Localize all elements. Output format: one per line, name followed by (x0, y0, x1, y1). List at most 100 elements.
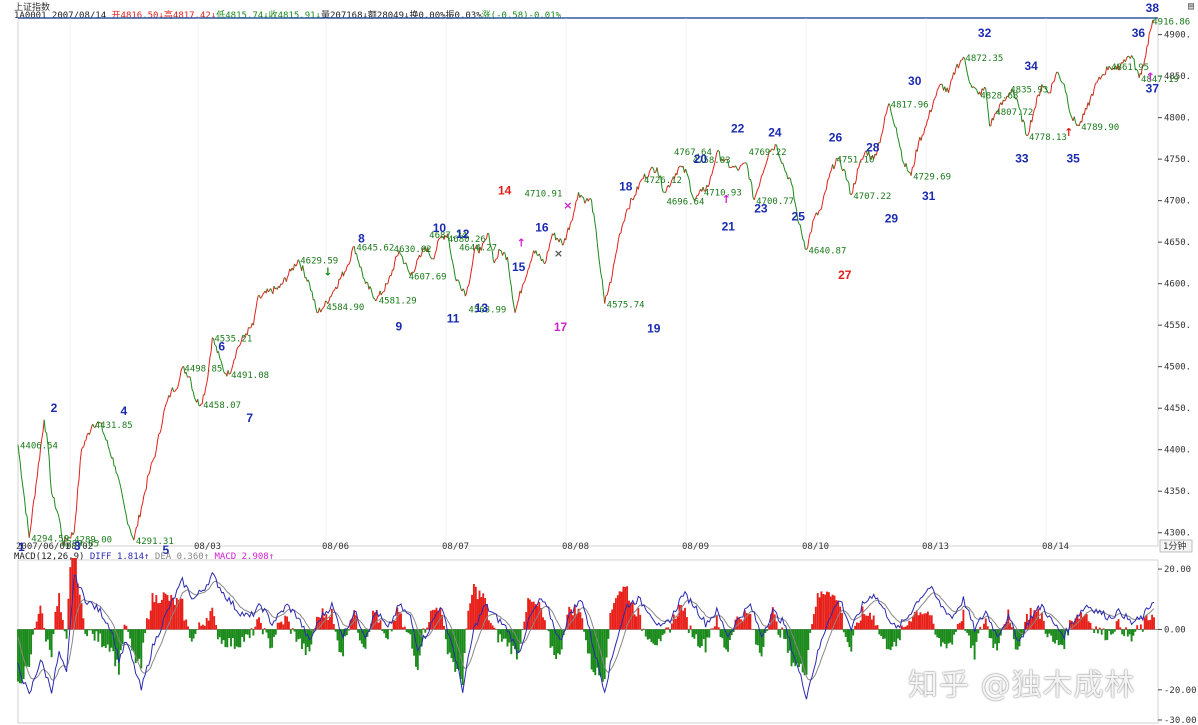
price-segment (358, 262, 361, 268)
price-annotation: 4916.86 (1152, 17, 1190, 27)
price-segment (591, 200, 594, 213)
price-segment (348, 259, 352, 265)
price-segment (980, 88, 983, 96)
price-segment (838, 157, 841, 160)
period-button[interactable] (1159, 539, 1193, 553)
price-segment (823, 191, 826, 196)
price-segment (72, 532, 75, 536)
price-segment (298, 261, 301, 267)
price-segment (25, 513, 28, 517)
price-segment (836, 157, 838, 160)
price-segment (176, 383, 180, 389)
price-segment (723, 158, 726, 162)
macd-y-tick-label: 20.00 (1164, 565, 1191, 575)
price-segment (421, 248, 424, 255)
price-segment (624, 212, 627, 221)
price-segment (934, 95, 937, 99)
price-annotation: 4584.90 (326, 303, 364, 313)
price-segment (522, 282, 525, 286)
macd-y-tick-label: 0.00 (1164, 625, 1186, 635)
price-segment (710, 174, 713, 177)
price-segment (270, 288, 273, 292)
price-segment (237, 345, 240, 348)
price-segment (1047, 92, 1050, 94)
price-y-tick-label: 4300. (1164, 529, 1191, 539)
price-segment (155, 440, 158, 450)
price-segment (691, 194, 694, 198)
price-segment (924, 125, 927, 129)
price-segment (56, 509, 59, 514)
price-segment (1031, 113, 1034, 123)
price-segment (148, 470, 151, 475)
price-segment (611, 265, 614, 276)
price-segment (1004, 99, 1007, 102)
price-segment (20, 475, 23, 485)
price-segment (571, 219, 573, 222)
price-segment (954, 67, 957, 75)
price-segment (848, 182, 851, 194)
price-segment (1099, 75, 1103, 80)
price-segment (437, 238, 440, 242)
price-segment (115, 472, 118, 475)
macd-chart[interactable]: 20.00 0.00 -20.00 -30.00 (0, 558, 1198, 725)
quote-volume: 量207168↓ (320, 11, 368, 21)
price-segment (788, 177, 791, 179)
price-segment (695, 195, 698, 200)
price-segment (950, 78, 953, 81)
price-segment (793, 197, 796, 205)
price-annotation: 4710.93 (704, 189, 742, 199)
price-segment (682, 166, 685, 173)
price-segment (599, 264, 602, 274)
index-name: 上证指数 (14, 3, 51, 13)
price-annotation: 4861.95 (1111, 63, 1149, 73)
price-segment (1028, 120, 1032, 132)
price-segment (596, 242, 599, 255)
price-segment (428, 253, 431, 257)
price-segment (201, 394, 204, 405)
table-icon[interactable]: ▤ (1187, 1, 1194, 12)
price-segment (303, 271, 306, 278)
price-segment (377, 295, 380, 297)
price-segment (1148, 30, 1151, 35)
price-x-tick-label: 08/07 (442, 542, 469, 552)
price-segment (172, 387, 175, 392)
price-segment (676, 168, 679, 175)
signal-marker: × (554, 247, 563, 260)
price-segment (970, 84, 973, 88)
price-segment (31, 508, 34, 522)
price-segment (933, 97, 936, 102)
price-segment (183, 366, 186, 374)
price-segment (487, 232, 490, 235)
price-segment (465, 286, 469, 294)
price-segment (766, 157, 769, 163)
price-segment (434, 249, 437, 254)
price-segment (1026, 134, 1029, 137)
price-segment (256, 295, 259, 301)
price-segment (361, 272, 364, 279)
price-segment (896, 135, 900, 141)
price-segment (726, 158, 729, 163)
price-segment (43, 419, 46, 432)
price-segment (926, 117, 929, 121)
price-segment (1041, 84, 1044, 88)
price-segment (1050, 83, 1053, 94)
price-annotation: 4629.59 (300, 257, 338, 267)
wave-count-label: 36 (1132, 26, 1146, 40)
price-segment (560, 240, 563, 246)
wave-count-label: 20 (694, 152, 708, 166)
price-segment (756, 188, 759, 193)
price-segment (371, 293, 374, 299)
price-segment (985, 88, 988, 102)
price-segment (219, 358, 222, 361)
price-segment (827, 177, 830, 181)
price-segment (1002, 99, 1005, 102)
price-segment (231, 364, 234, 370)
price-chart[interactable]: 4900. 4850. 4800. 4750. 4700. 4650. 4600. 4550.… (0, 0, 1198, 558)
price-segment (206, 377, 209, 384)
price-segment (604, 295, 607, 304)
price-segment (227, 370, 230, 375)
price-segment (282, 277, 285, 284)
price-segment (102, 430, 105, 434)
price-segment (538, 253, 541, 258)
price-segment (339, 276, 342, 280)
